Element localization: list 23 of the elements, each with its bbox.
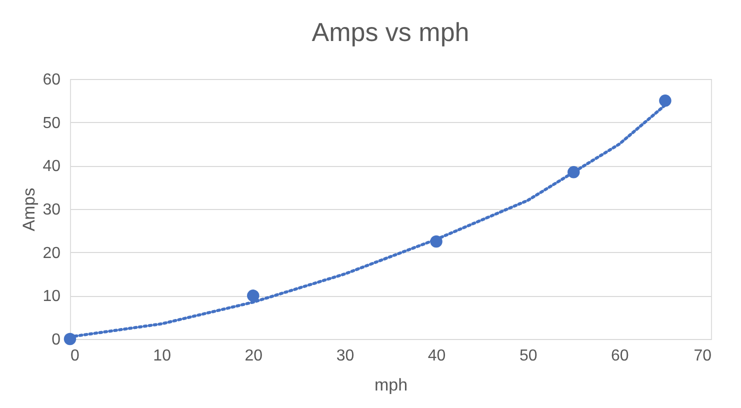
y-tick-label: 0	[52, 332, 61, 348]
y-tick-label: 10	[42, 288, 61, 306]
point	[430, 235, 442, 248]
x-tick-label: 20	[244, 348, 263, 364]
x-tick-label: 30	[336, 348, 354, 364]
y-tick-label: 50	[42, 114, 61, 132]
y-tick-label: 40	[42, 158, 61, 176]
y-axis-title: Amps	[20, 188, 39, 232]
x-tick-label: 0	[70, 348, 80, 364]
point	[64, 332, 76, 346]
point	[568, 166, 580, 178]
point	[247, 290, 260, 302]
x-tick-label: 40	[428, 348, 446, 364]
y-tick-label: 30	[42, 202, 61, 218]
y-tick-label: 20	[42, 244, 61, 262]
y-tick-label: 60	[42, 72, 61, 88]
x-tick-label: 10	[153, 348, 172, 364]
chart-title: Amps vs mph	[312, 17, 470, 47]
x-tick-label: 50	[519, 348, 538, 364]
x-tick-label: 70	[694, 348, 712, 364]
point	[659, 94, 672, 107]
x-axis-title: mph	[374, 376, 408, 394]
x-tick-label: 60	[611, 348, 629, 364]
